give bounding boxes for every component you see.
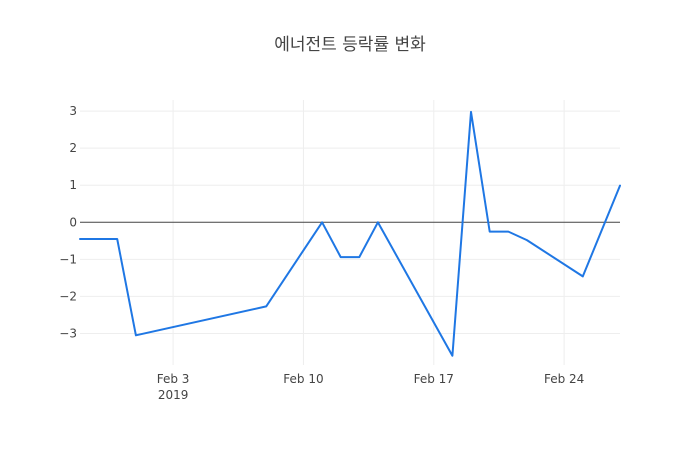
series-layer <box>77 109 623 359</box>
data-point[interactable] <box>524 237 530 243</box>
data-point[interactable] <box>375 219 381 225</box>
axis-layer: Feb 3 2019 Feb 10 Feb 17 Feb 24 3 2 1 0 −1 −2 −3 <box>59 104 620 402</box>
chart-title: 에너전트 등락률 변화 <box>274 35 426 55</box>
y-tick-label: −1 <box>59 252 77 266</box>
x-tick-label: Feb 24 <box>544 372 584 386</box>
y-tick-label: −2 <box>59 289 77 303</box>
y-tick-label: −3 <box>59 326 77 340</box>
y-tick-label: 1 <box>69 178 77 192</box>
data-point[interactable] <box>580 273 586 279</box>
data-point[interactable] <box>356 254 362 260</box>
x-tick-label: Feb 10 <box>283 372 323 386</box>
x-tick-label: Feb 3 <box>157 372 190 386</box>
data-point[interactable] <box>505 229 511 235</box>
data-point[interactable] <box>319 219 325 225</box>
y-tick-label: 0 <box>69 215 77 229</box>
data-point[interactable] <box>114 236 120 242</box>
grid-layer <box>80 100 620 365</box>
data-point[interactable] <box>487 229 493 235</box>
data-point[interactable] <box>263 303 269 309</box>
data-point[interactable] <box>77 236 83 242</box>
y-tick-label: 2 <box>69 141 77 155</box>
y-tick-label: 3 <box>69 104 77 118</box>
data-point[interactable] <box>617 183 623 189</box>
x-tick-label: Feb 17 <box>414 372 454 386</box>
series-line <box>79 110 621 357</box>
x-tick-sublabel: 2019 <box>158 388 189 402</box>
data-point[interactable] <box>449 353 455 359</box>
data-point[interactable] <box>133 332 139 338</box>
data-point[interactable] <box>468 109 474 115</box>
data-point[interactable] <box>338 254 344 260</box>
